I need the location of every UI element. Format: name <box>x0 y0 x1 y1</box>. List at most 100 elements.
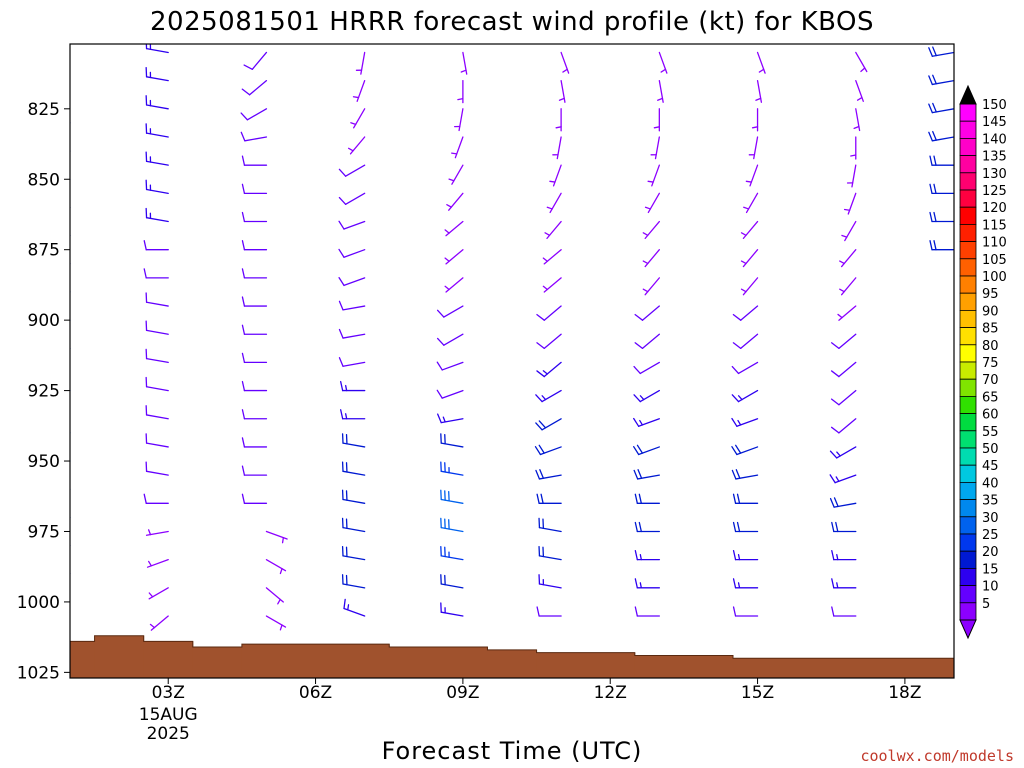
surface-step-2 <box>143 641 194 678</box>
wind-barb <box>440 433 464 448</box>
wind-barb <box>846 164 857 188</box>
wind-barb <box>830 389 857 406</box>
wind-barb <box>352 79 366 102</box>
colorbar-label-30: 30 <box>982 511 999 526</box>
wind-barb <box>338 192 366 205</box>
colorbar-label-25: 25 <box>982 528 999 543</box>
wind-barb <box>70 234 71 237</box>
wind-barb <box>145 66 169 82</box>
wind-barb <box>145 179 169 194</box>
wind-barb <box>929 155 954 166</box>
wind-barb <box>647 164 660 187</box>
wind-barb <box>644 192 660 214</box>
wind-barb <box>634 493 660 504</box>
colorbar-label-80: 80 <box>982 339 999 354</box>
wind-barb <box>145 95 169 110</box>
colorbar-label-115: 115 <box>982 218 1007 233</box>
wind-barb <box>436 361 464 371</box>
colorbar-segment-105 <box>959 258 977 277</box>
wind-barb <box>535 469 562 480</box>
surface-terrain <box>70 635 955 678</box>
wind-barb <box>536 606 562 617</box>
colorbar-label-35: 35 <box>982 494 999 509</box>
wind-barb <box>70 291 71 293</box>
x-tick-label-15Z: 15Z <box>741 683 774 703</box>
y-tick-label-825: 825 <box>28 100 60 120</box>
wind-barb <box>634 606 660 617</box>
wind-barb <box>145 405 169 420</box>
colorbar-segment-35 <box>959 499 977 518</box>
wind-barb <box>444 277 464 293</box>
wind-barb <box>830 418 857 434</box>
wind-barb <box>829 446 857 459</box>
wind-barb <box>440 489 464 504</box>
colorbar-segment-10 <box>959 585 977 604</box>
wind-barb <box>265 587 284 605</box>
colorbar-segment-140 <box>959 137 977 156</box>
wind-barb <box>241 183 268 194</box>
wind-barb <box>830 333 857 350</box>
wind-barb <box>340 409 366 420</box>
wind-barb <box>538 545 562 561</box>
wind-barb <box>241 211 268 223</box>
wind-barb <box>855 79 864 102</box>
surface-step-0 <box>70 641 96 678</box>
colorbar-segment-85 <box>959 327 977 346</box>
wind-barb <box>145 123 169 138</box>
wind-barb <box>732 333 759 350</box>
y-tick-label-975: 975 <box>28 522 60 542</box>
wind-barb <box>347 136 366 155</box>
wind-barb <box>830 361 857 378</box>
wind-barb <box>241 296 268 307</box>
wind-barb <box>732 493 759 504</box>
wind-barb <box>343 598 366 617</box>
wind-barb <box>732 305 759 321</box>
colorbar-segment-110 <box>959 241 977 260</box>
colorbar-segment-65 <box>959 395 977 414</box>
wind-barb <box>143 268 169 279</box>
colorbar-segment-95 <box>959 292 977 311</box>
wind-barb <box>650 136 660 160</box>
wind-barb <box>265 530 288 544</box>
wind-barb <box>444 220 464 237</box>
wind-barb <box>929 183 954 194</box>
surface-outline <box>70 635 954 659</box>
wind-barb <box>148 587 169 600</box>
wind-barb <box>436 305 464 318</box>
wind-barb <box>831 606 857 617</box>
wind-barb <box>633 389 660 403</box>
wind-barb <box>841 220 857 242</box>
colorbar-label-70: 70 <box>982 373 999 388</box>
wind-barb <box>928 130 954 142</box>
wind-barb <box>446 192 464 211</box>
colorbar-label-65: 65 <box>982 390 999 405</box>
wind-barb <box>451 136 464 159</box>
wind-barb <box>145 376 169 392</box>
wind-barb <box>444 249 464 265</box>
colorbar-segment-135 <box>959 155 977 174</box>
wind-barb <box>448 164 464 185</box>
colorbar-segment-145 <box>959 120 977 139</box>
wind-barb <box>536 361 562 378</box>
wind-barb <box>341 517 366 533</box>
x-tick-label-06Z: 06Z <box>299 683 332 703</box>
wind-barb <box>555 108 562 132</box>
colorbar: 1501451401351301251201151101051009590858… <box>959 84 1007 640</box>
wind-barb <box>743 192 759 214</box>
colorbar-label-45: 45 <box>982 459 999 474</box>
wind-barb <box>843 192 857 215</box>
wind-barb <box>634 578 660 589</box>
wind-barb <box>338 276 366 287</box>
wind-barb <box>731 444 759 456</box>
colorbar-label-150: 150 <box>982 98 1007 113</box>
wind-barbs <box>70 44 954 631</box>
wind-barb <box>145 529 169 536</box>
colorbar-min-arrow <box>959 619 977 640</box>
wind-barb <box>149 615 169 631</box>
wind-barb <box>241 437 268 448</box>
wind-barb <box>653 108 660 132</box>
wind-barb <box>748 136 759 160</box>
wind-barb <box>928 74 954 86</box>
colorbar-label-105: 105 <box>982 253 1007 268</box>
